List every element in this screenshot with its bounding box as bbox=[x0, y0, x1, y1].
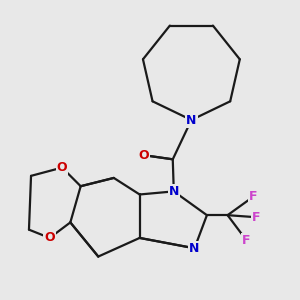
Text: O: O bbox=[57, 161, 68, 174]
Text: O: O bbox=[44, 231, 55, 244]
Text: O: O bbox=[139, 149, 149, 162]
Text: N: N bbox=[189, 242, 200, 255]
Text: N: N bbox=[186, 113, 197, 127]
Text: N: N bbox=[169, 185, 179, 198]
Text: F: F bbox=[249, 190, 258, 203]
Text: F: F bbox=[252, 211, 261, 224]
Text: F: F bbox=[242, 233, 250, 247]
